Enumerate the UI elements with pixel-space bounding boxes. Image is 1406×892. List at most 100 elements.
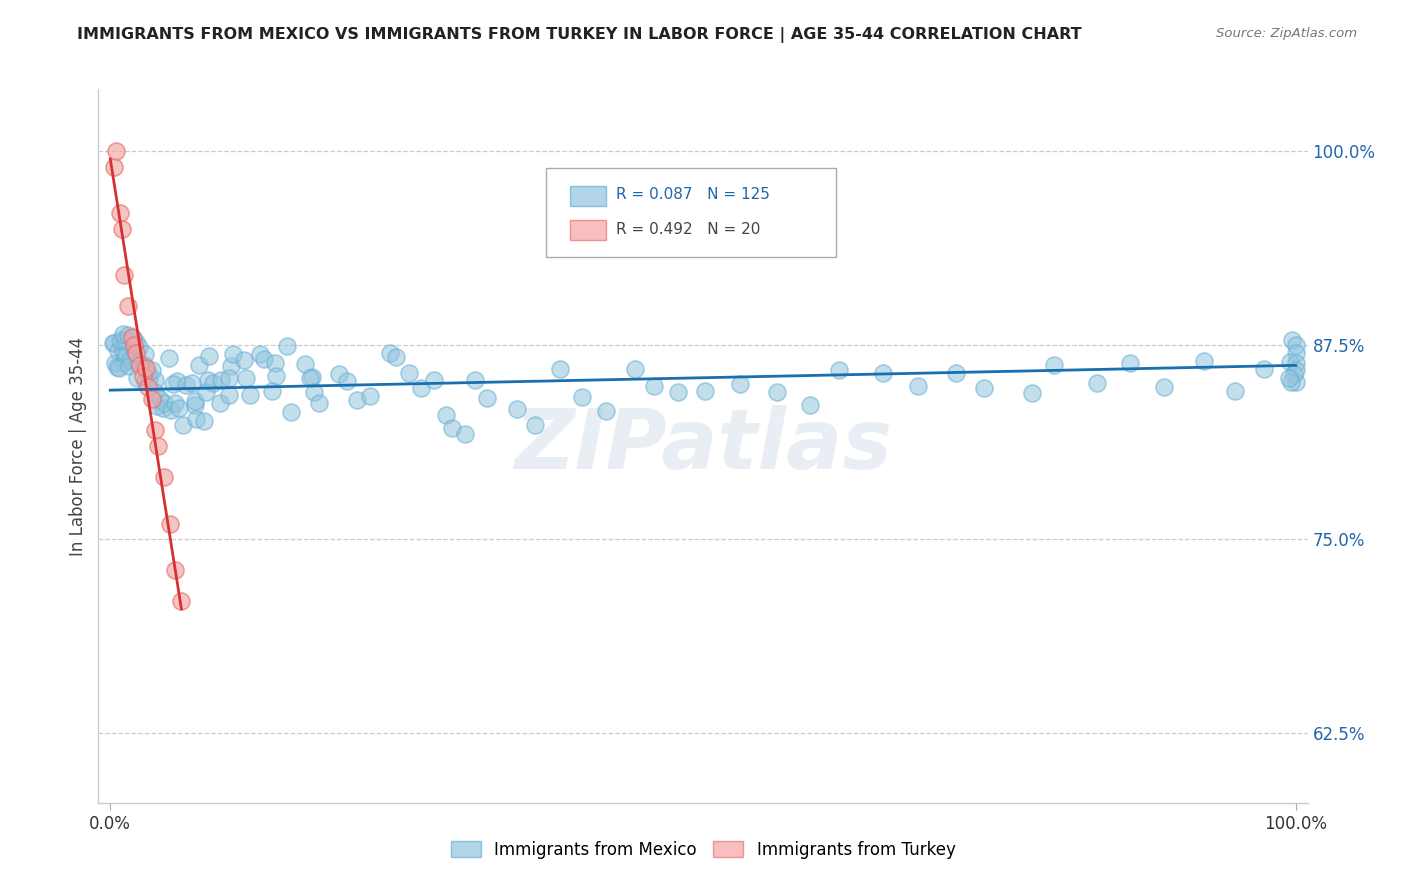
Point [127,356,149,370]
Point [125,334,148,349]
Point [263,356,285,370]
Point [101,336,124,351]
Point [128,340,150,354]
Point [336,374,359,388]
Point [233,353,256,368]
Point [193,414,215,428]
Point [157,351,180,365]
Point [423,373,446,387]
Point [111,344,134,359]
Point [129,359,152,373]
Point [132,358,155,372]
Point [146,399,169,413]
Point [239,388,262,402]
Point [132,369,155,384]
Point [828,363,851,377]
Point [181,376,204,391]
Point [136,366,159,380]
Text: Source: ZipAtlas.com: Source: ZipAtlas.com [1216,27,1357,40]
Point [385,350,408,364]
Point [398,366,420,380]
Point [105,145,128,159]
Point [623,362,645,376]
Point [136,380,159,394]
Point [454,426,477,441]
Point [153,396,176,410]
Point [693,384,716,398]
Point [872,366,894,380]
Point [1043,358,1066,372]
Y-axis label: In Labor Force | Age 35-44: In Labor Force | Age 35-44 [69,336,87,556]
Point [124,342,146,356]
Point [114,268,136,283]
Point [945,366,967,380]
Point [308,396,330,410]
Point [194,385,217,400]
Point [1253,362,1275,376]
Bar [569,186,606,205]
Point [1285,356,1308,370]
Point [294,357,316,371]
Point [108,206,131,220]
Point [105,359,128,374]
Point [1285,376,1308,390]
Point [1279,375,1302,389]
Point [1281,334,1303,348]
Point [346,393,368,408]
Point [138,371,160,385]
Point [434,408,457,422]
Point [1279,355,1302,369]
Point [114,333,136,347]
Point [169,401,191,415]
Point [209,396,232,410]
Point [1278,370,1301,384]
Point [1119,356,1142,370]
Point [411,381,433,395]
Text: R = 0.492   N = 20: R = 0.492 N = 20 [616,221,761,236]
Point [328,368,350,382]
Point [112,326,135,341]
Point [1284,367,1306,381]
Point [134,364,156,378]
Point [524,418,547,433]
Point [117,359,139,373]
Point [1021,385,1043,400]
Point [114,348,136,362]
Point [172,418,194,433]
Point [141,392,163,407]
Point [253,351,276,366]
Point [122,331,145,345]
Point [111,222,134,236]
Point [117,327,139,342]
Point [143,424,166,438]
Point [643,378,665,392]
Point [380,345,402,359]
Point [264,368,287,383]
Point [249,347,271,361]
Point [135,361,157,376]
Point [907,379,929,393]
Point [122,338,145,352]
Point [464,373,486,387]
Point [219,359,242,374]
Point [110,333,132,347]
Point [104,356,127,370]
Point [299,371,322,385]
Point [121,330,143,344]
Point [766,385,789,400]
Point [163,396,186,410]
Point [973,381,995,395]
Point [260,384,283,398]
Point [108,361,131,376]
Point [1192,353,1215,368]
Point [475,391,498,405]
Point [103,160,125,174]
Point [1285,345,1308,359]
Point [1285,363,1308,377]
Point [1225,384,1247,398]
Point [222,347,245,361]
Point [595,404,617,418]
Point [170,594,193,608]
Point [666,384,689,399]
Point [218,388,240,402]
